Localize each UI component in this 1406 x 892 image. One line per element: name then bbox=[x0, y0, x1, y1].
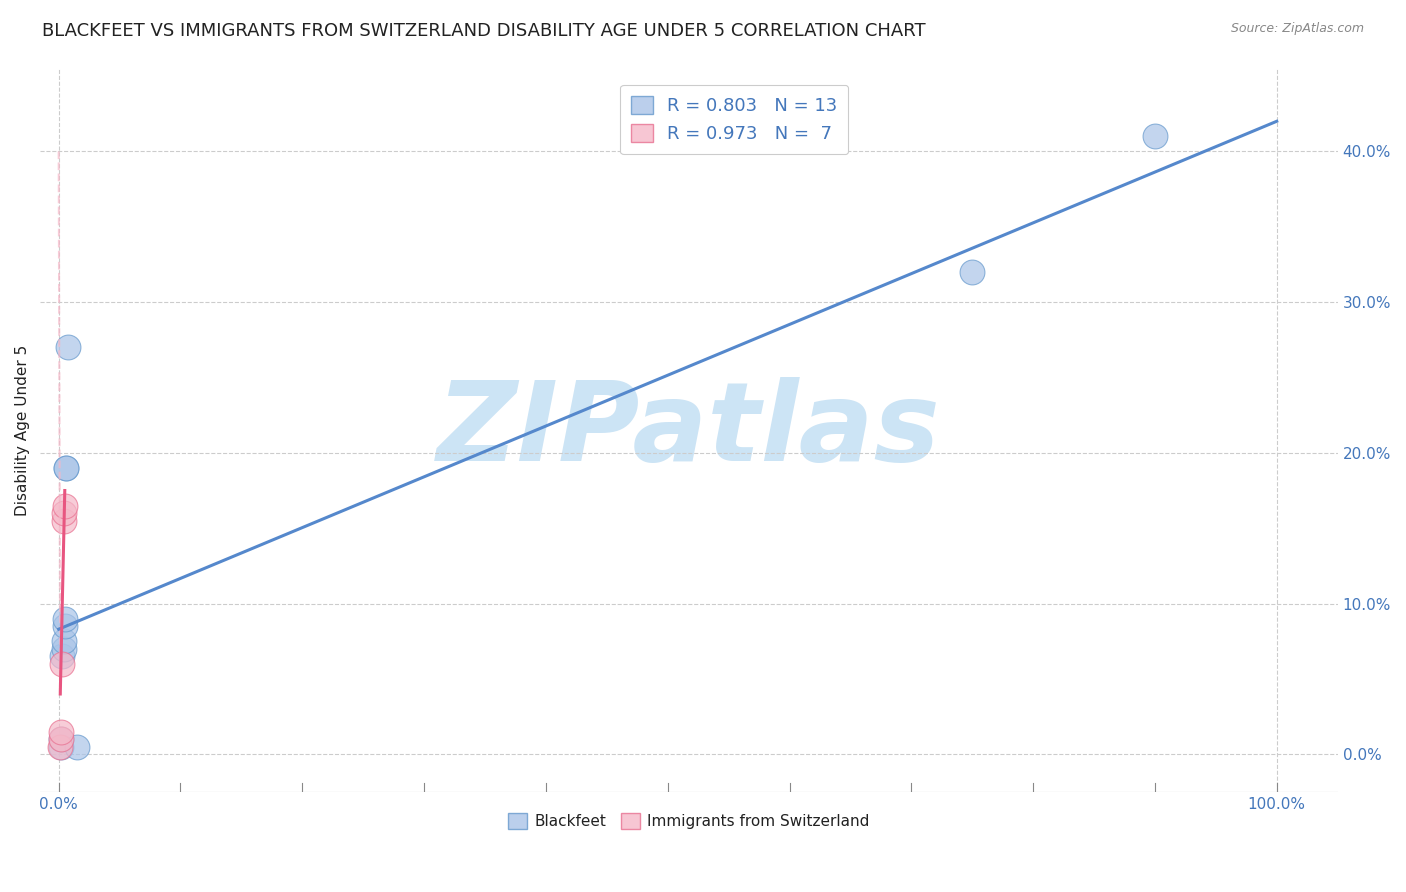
Point bbox=[49, 732, 72, 747]
Point bbox=[49, 739, 72, 754]
Point bbox=[53, 619, 76, 633]
Point bbox=[49, 739, 72, 754]
Point bbox=[960, 265, 983, 279]
Point bbox=[1143, 129, 1166, 144]
Point bbox=[52, 641, 75, 656]
Point bbox=[58, 340, 80, 354]
Point bbox=[49, 724, 72, 739]
Point bbox=[55, 461, 77, 475]
Point bbox=[51, 649, 73, 664]
Text: Source: ZipAtlas.com: Source: ZipAtlas.com bbox=[1230, 22, 1364, 36]
Point bbox=[55, 461, 77, 475]
Point bbox=[53, 612, 76, 626]
Point bbox=[49, 732, 72, 747]
Point bbox=[51, 657, 73, 671]
Point bbox=[52, 514, 75, 528]
Point bbox=[66, 739, 89, 754]
Point bbox=[53, 499, 76, 513]
Text: BLACKFEET VS IMMIGRANTS FROM SWITZERLAND DISABILITY AGE UNDER 5 CORRELATION CHAR: BLACKFEET VS IMMIGRANTS FROM SWITZERLAND… bbox=[42, 22, 925, 40]
Text: ZIPatlas: ZIPatlas bbox=[437, 376, 941, 483]
Point bbox=[52, 634, 75, 648]
Y-axis label: Disability Age Under 5: Disability Age Under 5 bbox=[15, 344, 30, 516]
Legend: Blackfeet, Immigrants from Switzerland: Blackfeet, Immigrants from Switzerland bbox=[502, 806, 876, 835]
Point bbox=[52, 506, 75, 520]
